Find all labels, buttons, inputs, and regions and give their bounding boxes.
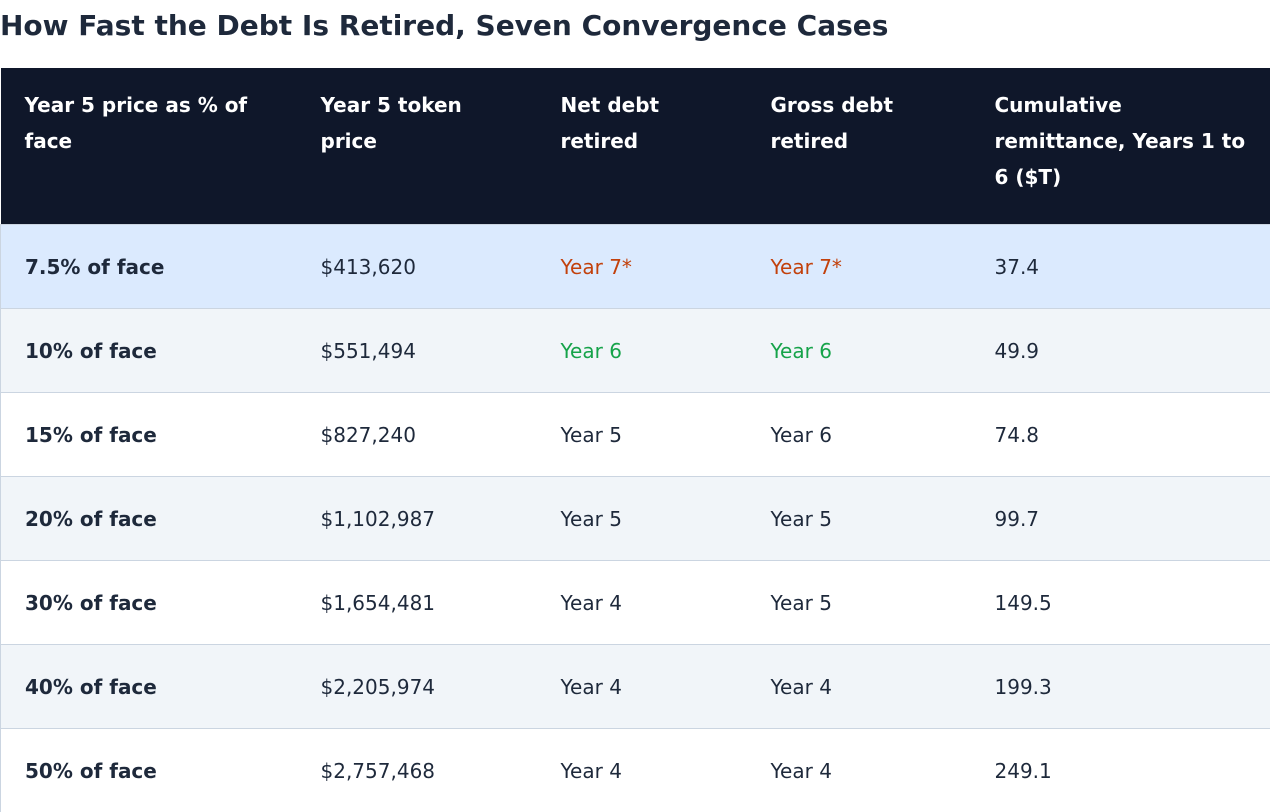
net-retired-cell: Year 7*	[536, 224, 747, 309]
table-row: 30% of face $1,654,481 Year 4 Year 5 149…	[0, 560, 1270, 645]
table-row: 50% of face $2,757,468 Year 4 Year 4 249…	[0, 728, 1270, 812]
cumulative-cell: 49.9	[970, 308, 1270, 393]
page-title: How Fast the Debt Is Retired, Seven Conv…	[0, 9, 889, 42]
gross-retired-cell: Year 6	[746, 308, 971, 393]
price-cell: $551,494	[296, 308, 537, 393]
net-retired-cell: Year 5	[536, 476, 747, 561]
net-retired-cell: Year 6	[536, 308, 747, 393]
table-header: Year 5 price as % of face Year 5 token p…	[0, 68, 1270, 225]
case-cell: 20% of face	[0, 476, 297, 561]
cumulative-cell: 199.3	[970, 644, 1270, 729]
case-cell: 15% of face	[0, 392, 297, 477]
table-body: 7.5% of face $413,620 Year 7* Year 7* 37…	[0, 224, 1270, 812]
header-token-price: Year 5 token price	[296, 68, 537, 225]
case-cell: 40% of face	[0, 644, 297, 729]
debt-retirement-table: Year 5 price as % of face Year 5 token p…	[0, 68, 1270, 812]
cumulative-cell: 37.4	[970, 224, 1270, 309]
table-row: 10% of face $551,494 Year 6 Year 6 49.9	[0, 308, 1270, 393]
cumulative-cell: 149.5	[970, 560, 1270, 645]
table-row: 15% of face $827,240 Year 5 Year 6 74.8	[0, 392, 1270, 477]
header-net-debt-retired: Net debt retired	[536, 68, 747, 225]
table-row: 40% of face $2,205,974 Year 4 Year 4 199…	[0, 644, 1270, 729]
net-retired-cell: Year 4	[536, 728, 747, 812]
gross-retired-cell: Year 6	[746, 392, 971, 477]
price-cell: $2,205,974	[296, 644, 537, 729]
price-cell: $1,102,987	[296, 476, 537, 561]
price-cell: $413,620	[296, 224, 537, 309]
net-retired-cell: Year 4	[536, 644, 747, 729]
gross-retired-cell: Year 7*	[746, 224, 971, 309]
gross-retired-cell: Year 5	[746, 476, 971, 561]
case-cell: 50% of face	[0, 728, 297, 812]
net-retired-cell: Year 4	[536, 560, 747, 645]
price-cell: $2,757,468	[296, 728, 537, 812]
cumulative-cell: 74.8	[970, 392, 1270, 477]
gross-retired-cell: Year 5	[746, 560, 971, 645]
header-row: Year 5 price as % of face Year 5 token p…	[0, 68, 1270, 225]
header-cumulative-remittance: Cumulative remittance, Years 1 to 6 ($T)	[970, 68, 1270, 225]
table-row: 20% of face $1,102,987 Year 5 Year 5 99.…	[0, 476, 1270, 561]
header-price-pct: Year 5 price as % of face	[0, 68, 297, 225]
case-cell: 10% of face	[0, 308, 297, 393]
table-row: 7.5% of face $413,620 Year 7* Year 7* 37…	[0, 224, 1270, 309]
header-gross-debt-retired: Gross debt retired	[746, 68, 971, 225]
price-cell: $827,240	[296, 392, 537, 477]
case-cell: 30% of face	[0, 560, 297, 645]
cumulative-cell: 99.7	[970, 476, 1270, 561]
cumulative-cell: 249.1	[970, 728, 1270, 812]
net-retired-cell: Year 5	[536, 392, 747, 477]
case-cell: 7.5% of face	[0, 224, 297, 309]
gross-retired-cell: Year 4	[746, 644, 971, 729]
price-cell: $1,654,481	[296, 560, 537, 645]
gross-retired-cell: Year 4	[746, 728, 971, 812]
